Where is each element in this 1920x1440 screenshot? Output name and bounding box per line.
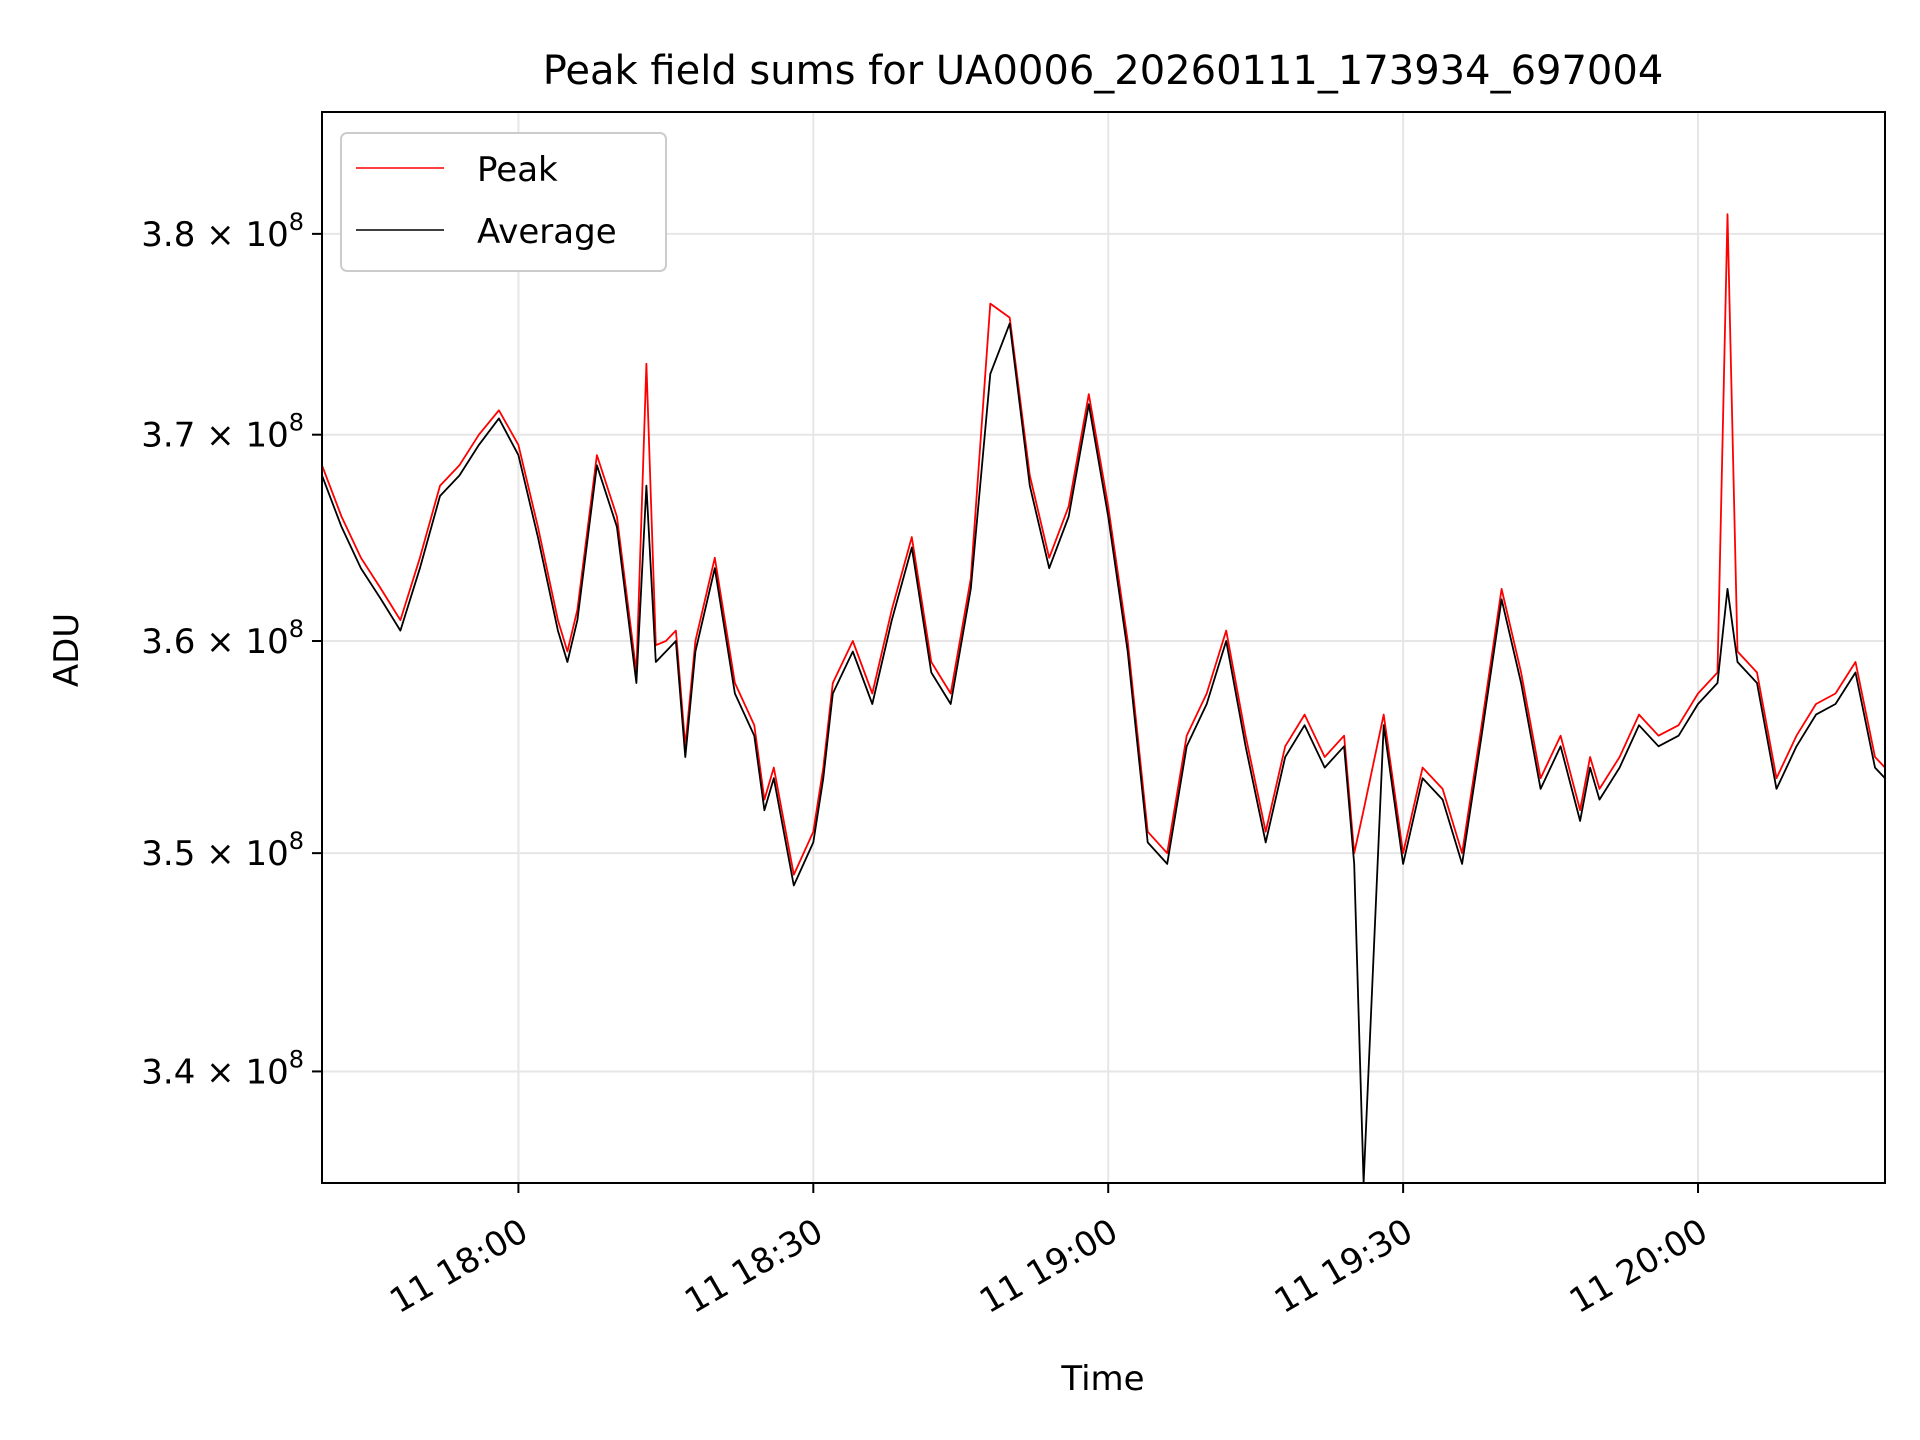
y-tick-label: 3.4 × 108 (141, 1045, 304, 1092)
legend-average-label: Average (477, 212, 617, 252)
series-line-peak (322, 213, 1885, 876)
y-tick-label: 3.7 × 108 (141, 409, 304, 456)
y-axis: 3.4 × 108 3.5 × 108 3.6 × 108 3.7 × 108 3.8 … (141, 208, 322, 1092)
y-tick-label: 3.8 × 108 (141, 208, 304, 255)
legend: Peak Average (340, 132, 667, 272)
y-tick-label: 3.5 × 108 (141, 827, 304, 874)
grid (322, 112, 1885, 1183)
y-tick-label: 3.6 × 108 (141, 615, 304, 662)
series-line-average (322, 322, 1885, 1183)
legend-peak-label: Peak (477, 150, 558, 190)
plot-frame (321, 111, 1886, 1184)
x-axis-label: Time (1060, 1359, 1144, 1399)
chart-title: Peak field sums for UA0006_20260111_1739… (543, 48, 1664, 94)
y-axis-label: ADU (47, 613, 87, 687)
plot-area (322, 213, 1885, 1183)
